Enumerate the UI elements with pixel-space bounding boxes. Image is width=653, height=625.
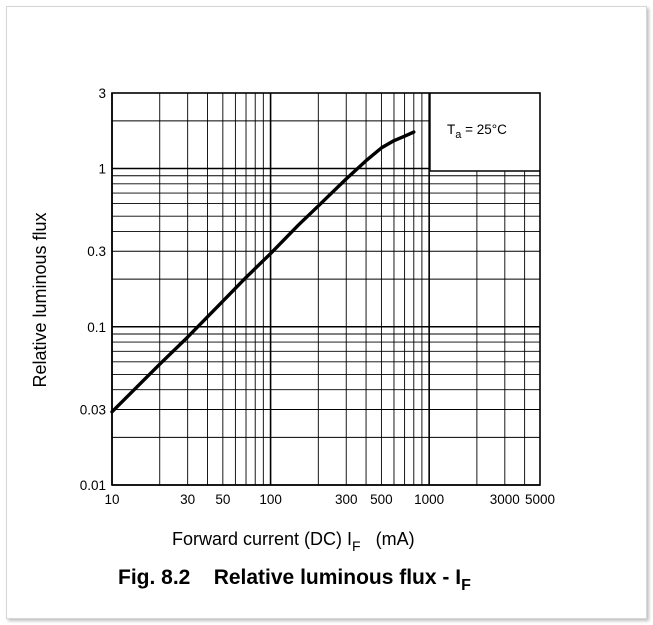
y-tick-label: 0.03 xyxy=(80,402,106,417)
x-tick-labels: 10 30 50 100 300 500 1000 3000 5000 xyxy=(104,492,555,507)
y-tick-label: 0.3 xyxy=(87,244,106,259)
figure-caption-main: Fig. 8.2 Relative luminous flux - I xyxy=(118,566,461,589)
x-tick-label: 100 xyxy=(259,492,282,507)
y-tick-label: 0.01 xyxy=(80,478,106,493)
x-axis-label-sub: F xyxy=(352,538,361,554)
x-tick-label: 50 xyxy=(215,492,230,507)
annotation-box xyxy=(430,93,540,171)
y-tick-label: 1 xyxy=(98,162,106,177)
annotation-main: T xyxy=(447,122,455,137)
x-axis-label-main: Forward current (DC) I xyxy=(172,529,352,549)
annotation-sub: a xyxy=(455,129,462,141)
series-layer xyxy=(110,130,416,414)
figure-caption-sub: F xyxy=(461,577,471,594)
x-tick-label: 300 xyxy=(335,492,358,507)
x-axis-label: Forward current (DC) IF (mA) xyxy=(172,529,415,554)
x-tick-label: 500 xyxy=(370,492,393,507)
y-axis-label: Relative luminous flux xyxy=(30,212,50,387)
x-tick-label: 30 xyxy=(180,492,195,507)
x-tick-label: 3000 xyxy=(490,492,520,507)
x-tick-label: 10 xyxy=(104,492,119,507)
x-tick-label: 5000 xyxy=(525,492,555,507)
x-axis-label-unit: (mA) xyxy=(376,529,415,549)
x-tick-label: 1000 xyxy=(414,492,444,507)
y-tick-labels: 0.01 0.03 0.1 0.3 1 3 xyxy=(80,86,106,493)
plot-border xyxy=(111,92,541,486)
y-tick-label: 3 xyxy=(98,86,106,101)
series-line xyxy=(110,130,416,414)
annotation-rest: = 25°C xyxy=(461,122,507,137)
y-tick-label: 0.1 xyxy=(87,320,106,335)
figure-caption: Fig. 8.2 Relative luminous flux - IF xyxy=(118,566,471,594)
annotation-text: Ta = 25°C xyxy=(447,122,507,141)
